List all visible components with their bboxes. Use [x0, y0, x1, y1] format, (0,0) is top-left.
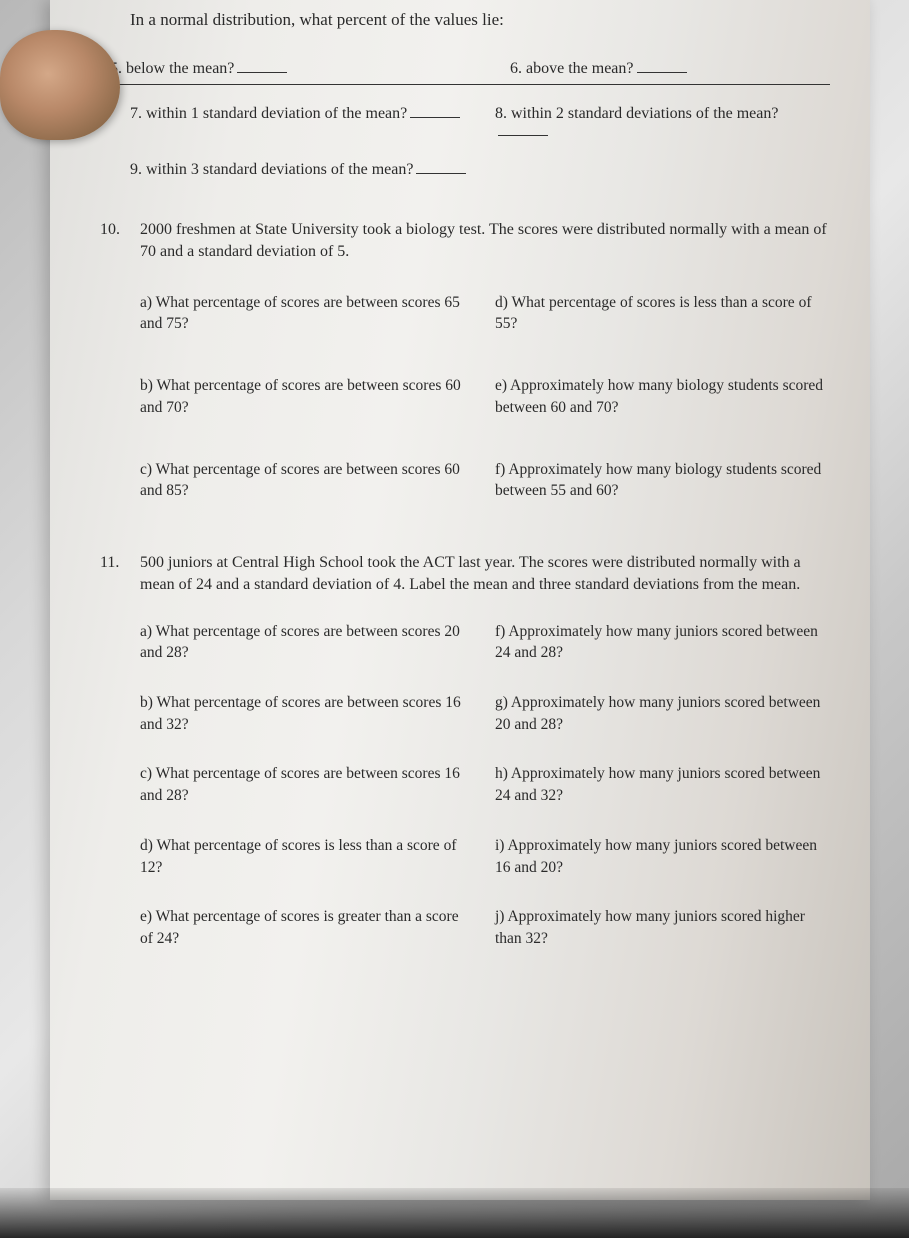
q11-part-c: c) What percentage of scores are between…	[140, 763, 475, 806]
divider-line	[100, 84, 830, 85]
q11-part-d: d) What percentage of scores is less tha…	[140, 835, 475, 878]
q11-part-j: j) Approximately how many juniors scored…	[495, 906, 830, 949]
answer-blank	[637, 72, 687, 73]
q11-part-e: e) What percentage of scores is greater …	[140, 906, 475, 949]
question-10-parts: a) What percentage of scores are between…	[140, 292, 830, 502]
answer-blank	[410, 117, 460, 118]
q10-part-c: c) What percentage of scores are between…	[140, 459, 475, 502]
question-9-text: 9. within 3 standard deviations of the m…	[130, 161, 413, 178]
q10-part-f: f) Approximately how many biology studen…	[495, 459, 830, 502]
question-5-text: 5. below the mean?	[110, 60, 234, 77]
question-8: 8. within 2 standard deviations of the m…	[465, 105, 830, 141]
question-7-text: 7. within 1 standard deviation of the me…	[130, 105, 407, 122]
question-7: 7. within 1 standard deviation of the me…	[130, 105, 465, 141]
q10-part-e: e) Approximately how many biology studen…	[495, 375, 830, 418]
section-header: In a normal distribution, what percent o…	[130, 10, 830, 30]
answer-blank	[498, 135, 548, 136]
photo-shadow	[0, 1188, 909, 1238]
question-11: 11. 500 juniors at Central High School t…	[100, 552, 830, 950]
q11-part-f: f) Approximately how many juniors scored…	[495, 621, 830, 664]
answer-blank	[237, 72, 287, 73]
worksheet-page: In a normal distribution, what percent o…	[50, 0, 870, 1200]
question-6-text: 6. above the mean?	[510, 60, 634, 77]
q11-part-i: i) Approximately how many juniors scored…	[495, 835, 830, 878]
question-10: 10. 2000 freshmen at State University to…	[100, 219, 830, 502]
question-5: 5. below the mean?	[110, 60, 430, 78]
question-11-parts: a) What percentage of scores are between…	[140, 621, 830, 950]
q11-part-g: g) Approximately how many juniors scored…	[495, 692, 830, 735]
q10-part-a: a) What percentage of scores are between…	[140, 292, 475, 335]
question-9: 9. within 3 standard deviations of the m…	[130, 161, 830, 179]
question-11-number: 11.	[100, 552, 140, 597]
thumb-occlusion	[0, 30, 120, 140]
question-11-stem: 500 juniors at Central High School took …	[140, 552, 830, 597]
question-10-number: 10.	[100, 219, 140, 264]
q11-part-h: h) Approximately how many juniors scored…	[495, 763, 830, 806]
question-6: 6. above the mean?	[430, 60, 830, 78]
question-10-stem: 2000 freshmen at State University took a…	[140, 219, 830, 264]
q10-part-d: d) What percentage of scores is less tha…	[495, 292, 830, 335]
q11-part-a: a) What percentage of scores are between…	[140, 621, 475, 664]
answer-blank	[416, 173, 466, 174]
q10-part-b: b) What percentage of scores are between…	[140, 375, 475, 418]
q11-part-b: b) What percentage of scores are between…	[140, 692, 475, 735]
question-8-text: 8. within 2 standard deviations of the m…	[495, 105, 778, 122]
